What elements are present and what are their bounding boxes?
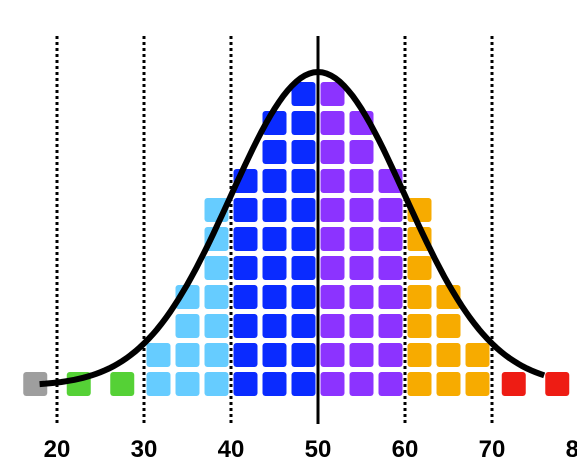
data-block [204,314,229,338]
data-block [291,169,316,193]
data-block [291,343,316,367]
tick-label-70: 70 [479,436,506,463]
data-block [204,285,229,309]
data-block [349,314,374,338]
data-block [204,343,229,367]
data-block [291,227,316,251]
data-block [175,372,200,396]
data-block [349,256,374,280]
data-block [291,198,316,222]
data-block [291,111,316,135]
data-block [320,285,345,309]
data-block [291,82,316,106]
data-block [262,285,287,309]
data-block [233,314,258,338]
data-block [262,314,287,338]
data-block [204,256,229,280]
data-block [233,198,258,222]
data-block [233,372,258,396]
tick-label-60: 60 [392,436,419,463]
data-block [407,285,432,309]
data-block [262,227,287,251]
data-block [291,256,316,280]
data-block [262,140,287,164]
data-block [349,285,374,309]
tick-label-40: 40 [218,436,245,463]
data-block [465,372,490,396]
data-block [291,285,316,309]
normal-curve [39,68,546,388]
data-block [349,198,374,222]
data-block [233,256,258,280]
data-block [407,343,432,367]
data-block [407,256,432,280]
data-block [23,372,48,396]
data-block [291,372,316,396]
data-block [320,198,345,222]
data-block [407,372,432,396]
data-block [291,140,316,164]
tick-label-30: 30 [131,436,158,463]
data-block [291,314,316,338]
data-block [175,314,200,338]
data-block [349,140,374,164]
x-axis-tick-labels: 20 30 40 50 60 70 80 [44,436,577,463]
data-block [378,285,403,309]
data-block [233,227,258,251]
data-block [262,343,287,367]
data-block [146,343,171,367]
histogram-blocks [23,82,570,396]
data-block [320,227,345,251]
data-block [349,169,374,193]
data-block [110,372,135,396]
data-block [320,372,345,396]
data-block [349,343,374,367]
data-block [320,82,345,106]
data-block [378,256,403,280]
data-block [378,227,403,251]
data-block [320,314,345,338]
tick-label-20: 20 [44,436,71,463]
data-block [465,343,490,367]
tick-label-50: 50 [305,436,332,463]
data-block [320,169,345,193]
tick-label-80: 80 [566,436,577,463]
reference-lines [55,36,494,424]
data-block [407,314,432,338]
data-block [233,343,258,367]
data-block [320,140,345,164]
data-block [378,343,403,367]
data-block [436,343,461,367]
data-block [378,372,403,396]
data-block [262,372,287,396]
data-block [262,256,287,280]
data-block [378,198,403,222]
data-block [436,372,461,396]
data-block [262,169,287,193]
data-block [262,198,287,222]
data-block [436,314,461,338]
data-block [320,343,345,367]
data-block [501,372,526,396]
data-block [320,256,345,280]
data-block [175,343,200,367]
data-block [146,372,171,396]
data-block [378,314,403,338]
data-block [204,372,229,396]
data-block [320,111,345,135]
data-block [349,227,374,251]
data-block [545,372,570,396]
data-block [233,285,258,309]
data-block [349,372,374,396]
